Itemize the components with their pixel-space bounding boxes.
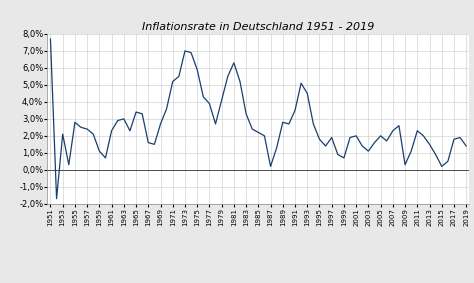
Title: Inflationsrate in Deutschland 1951 - 2019: Inflationsrate in Deutschland 1951 - 201… [142,22,374,32]
